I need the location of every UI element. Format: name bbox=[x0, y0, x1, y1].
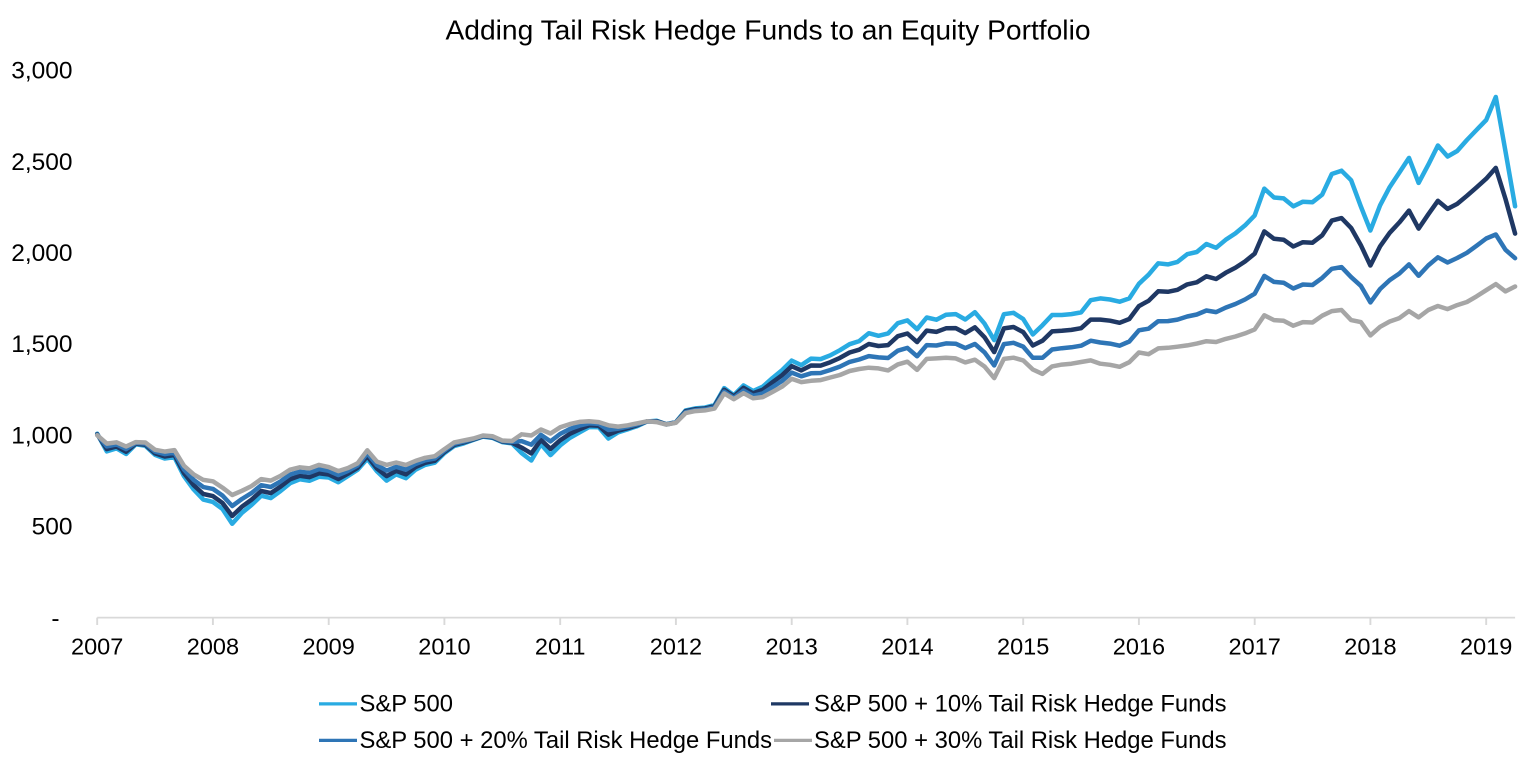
svg-text:2018: 2018 bbox=[1344, 634, 1396, 660]
svg-text:2009: 2009 bbox=[303, 634, 355, 660]
svg-text:500: 500 bbox=[32, 514, 73, 541]
svg-text:2010: 2010 bbox=[418, 634, 470, 660]
svg-text:-: - bbox=[51, 605, 59, 632]
svg-text:2019: 2019 bbox=[1460, 634, 1512, 660]
svg-text:1,500: 1,500 bbox=[11, 331, 72, 358]
svg-text:2,000: 2,000 bbox=[11, 240, 72, 267]
svg-text:3,000: 3,000 bbox=[11, 58, 72, 85]
svg-text:2012: 2012 bbox=[650, 634, 702, 660]
svg-text:2015: 2015 bbox=[997, 634, 1049, 660]
svg-text:S&P 500 + 30% Tail Risk Hedge: S&P 500 + 30% Tail Risk Hedge Funds bbox=[814, 727, 1227, 754]
svg-text:2008: 2008 bbox=[187, 634, 239, 660]
svg-text:2017: 2017 bbox=[1229, 634, 1281, 660]
svg-text:2014: 2014 bbox=[881, 634, 933, 660]
svg-text:2011: 2011 bbox=[535, 634, 586, 660]
svg-text:2016: 2016 bbox=[1113, 634, 1165, 660]
svg-text:Adding Tail Risk Hedge Funds t: Adding Tail Risk Hedge Funds to an Equit… bbox=[445, 14, 1090, 46]
svg-text:2013: 2013 bbox=[766, 634, 818, 660]
svg-text:2,500: 2,500 bbox=[11, 149, 72, 176]
svg-text:S&P 500 + 20% Tail Risk Hedge: S&P 500 + 20% Tail Risk Hedge Funds bbox=[360, 727, 773, 754]
svg-text:2007: 2007 bbox=[71, 634, 123, 660]
svg-text:1,000: 1,000 bbox=[11, 422, 72, 449]
svg-text:S&P 500: S&P 500 bbox=[360, 691, 454, 718]
svg-text:S&P 500 + 10% Tail Risk Hedge: S&P 500 + 10% Tail Risk Hedge Funds bbox=[814, 691, 1227, 718]
